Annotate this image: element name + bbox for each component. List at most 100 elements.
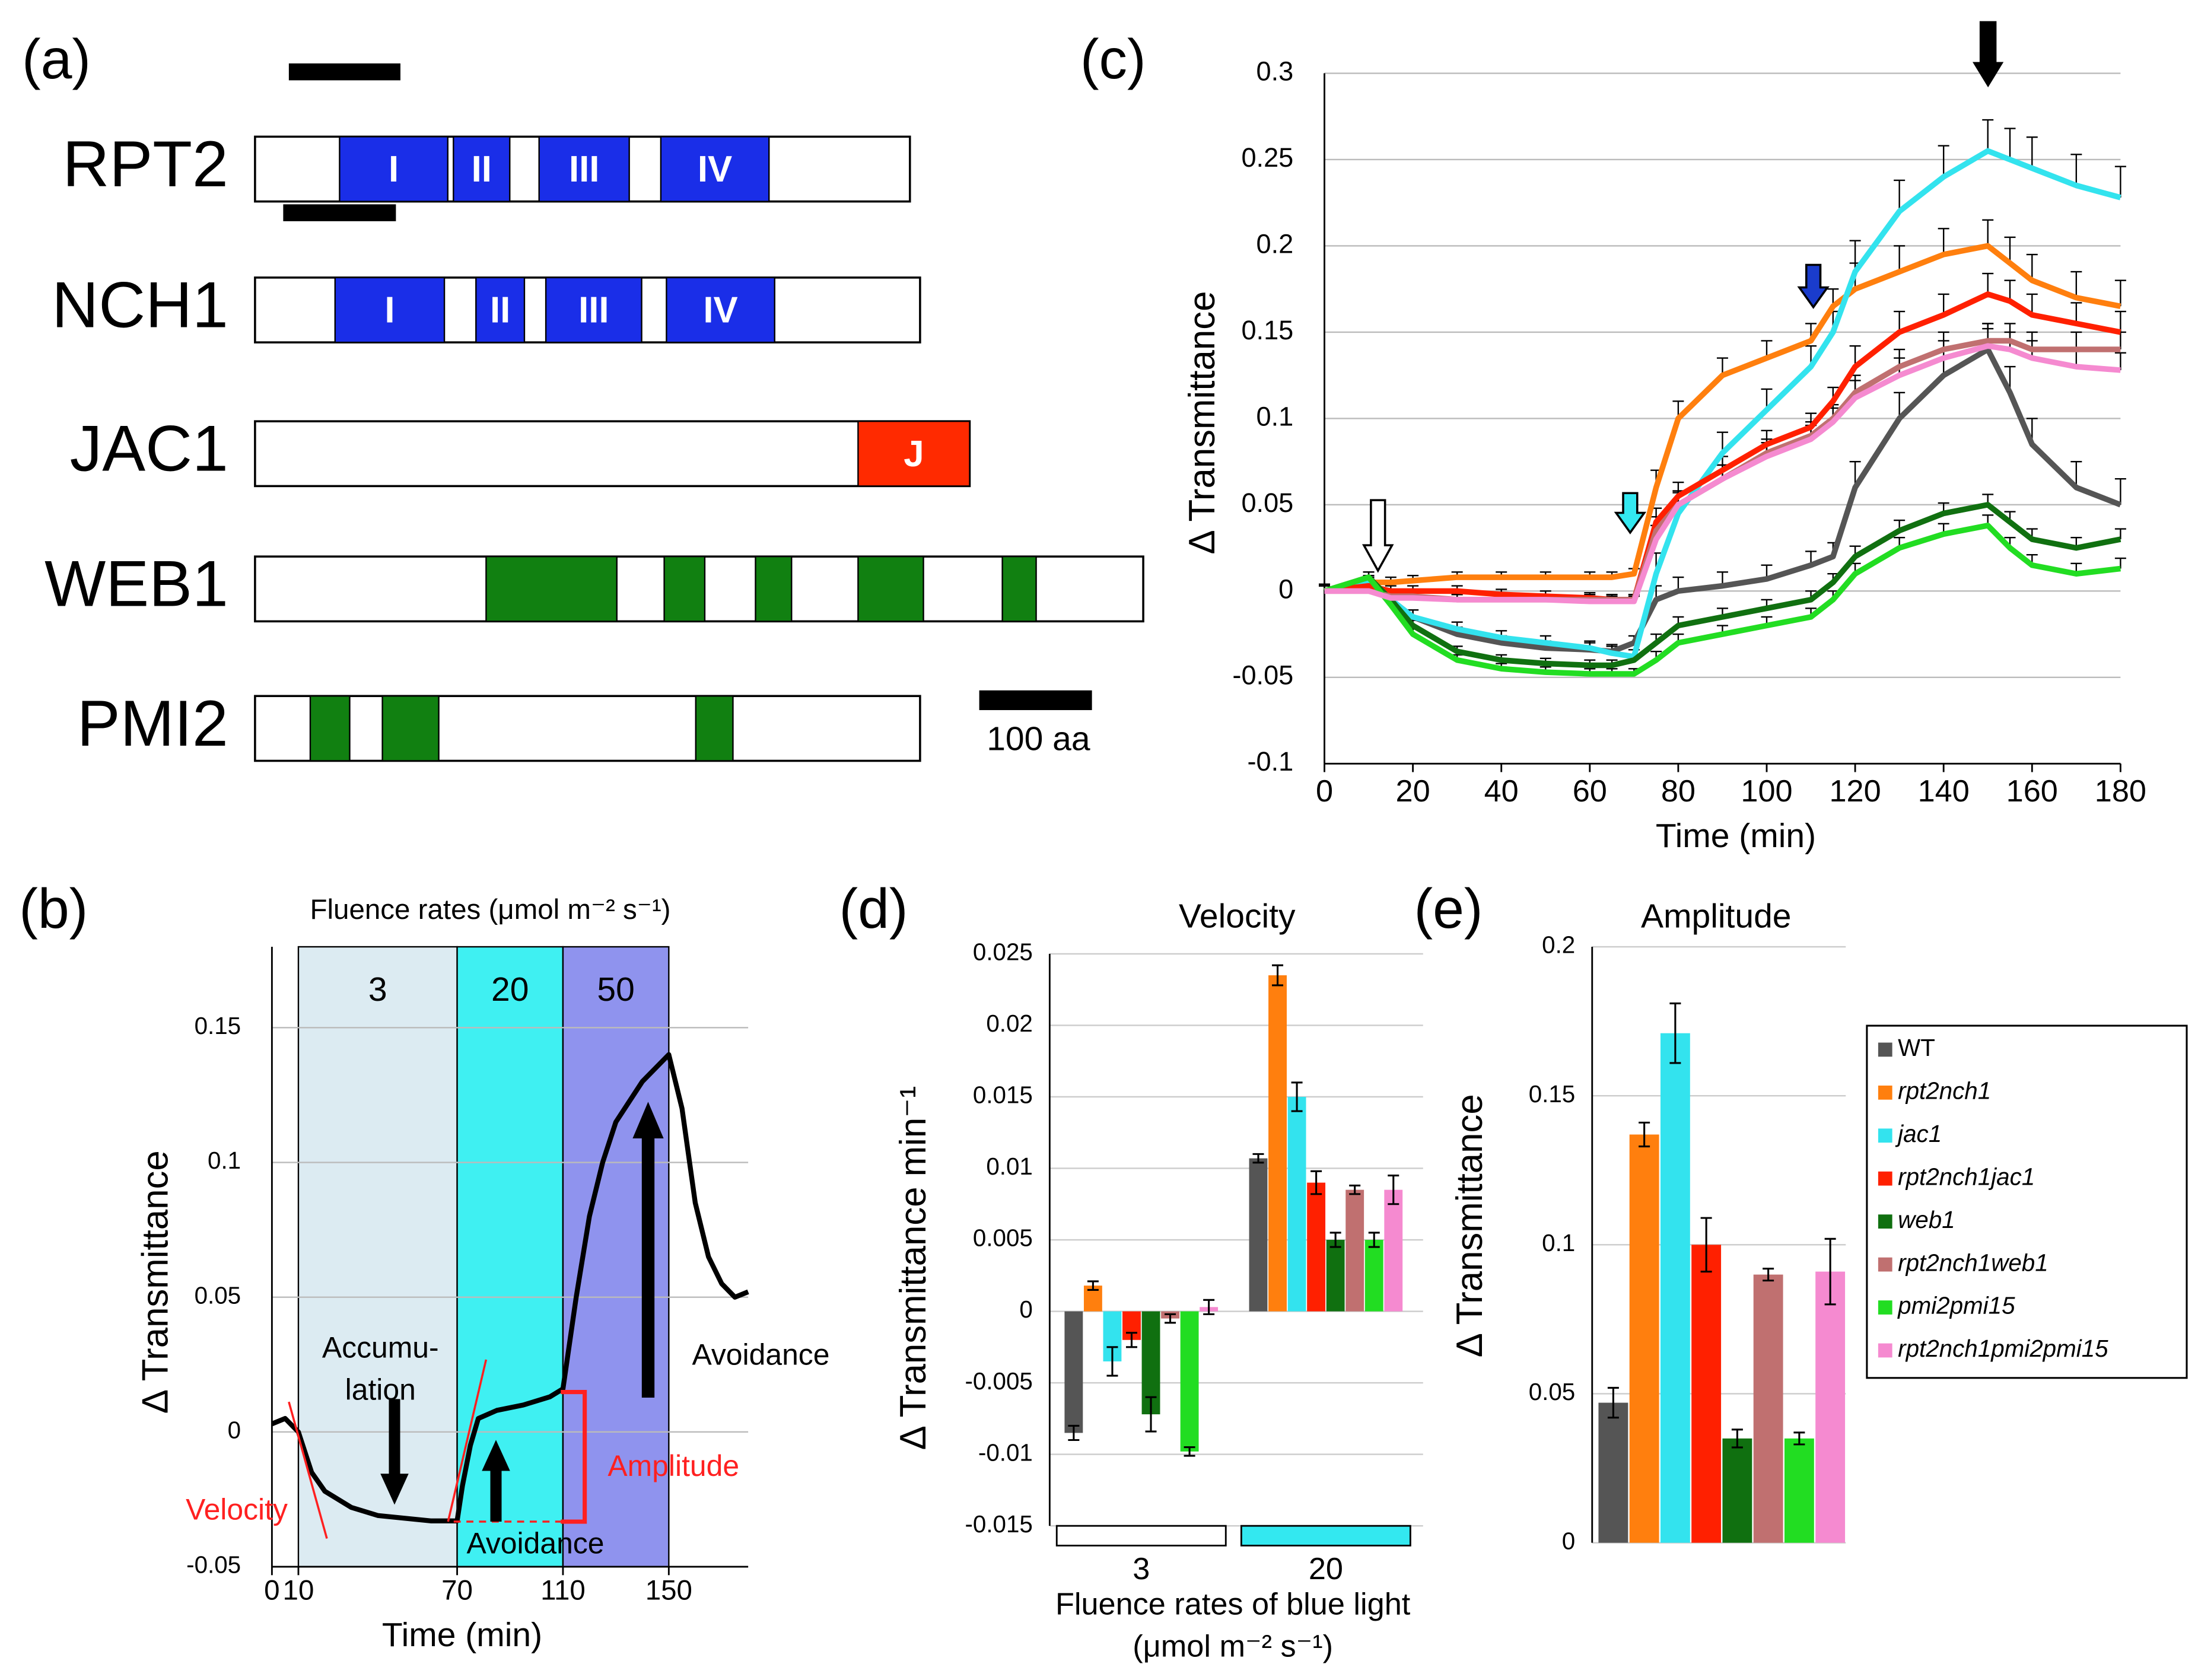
domain — [663, 555, 706, 622]
error-bar — [2026, 136, 2038, 168]
y-tick-label: 0.05 — [1529, 1378, 1576, 1405]
error-bar — [2114, 166, 2126, 198]
error-bar — [2114, 528, 2126, 540]
error-bar — [1087, 1280, 1099, 1291]
error-bar — [1184, 1446, 1195, 1457]
legend-swatch — [1878, 1214, 1892, 1229]
y-tick-label: 0.2 — [1542, 931, 1575, 959]
region — [297, 946, 458, 1568]
error-bar — [2070, 154, 2082, 186]
scale-bar — [979, 690, 1092, 711]
protein-name: PMI2 — [77, 688, 228, 760]
legend-label: web1 — [1898, 1206, 1955, 1233]
x-tick-label: 70 — [441, 1574, 473, 1606]
domain-label: III — [569, 149, 599, 190]
error-bar — [1068, 1424, 1080, 1442]
region-bar — [283, 204, 396, 221]
panel-label: (b) — [19, 877, 88, 940]
x-tick-label: 150 — [645, 1574, 692, 1606]
x-tick-label: 120 — [1829, 774, 1881, 809]
domain-label: I — [389, 149, 399, 190]
region-bar — [288, 63, 400, 81]
legend-label: WT — [1898, 1034, 1935, 1061]
x-tick-label: 0 — [264, 1574, 279, 1606]
y-tick-label: 0.25 — [1241, 142, 1293, 173]
error-bar — [1291, 1081, 1303, 1112]
error-bar — [1106, 1346, 1118, 1377]
protein-name: NCH1 — [52, 269, 228, 341]
bar — [1784, 1438, 1814, 1543]
error-bar — [1669, 1002, 1681, 1064]
y-tick-label: 0.05 — [1241, 488, 1293, 518]
domain — [475, 276, 526, 343]
error-bar — [1165, 1313, 1176, 1324]
error-bar — [1125, 1332, 1137, 1348]
annotation: Amplitude — [607, 1449, 739, 1482]
domain — [485, 555, 618, 622]
domain — [1001, 555, 1037, 622]
domain — [339, 136, 448, 202]
arrow — [1797, 263, 1830, 309]
annotation: Accumu- — [322, 1331, 439, 1364]
legend-label: rpt2nch1web1 — [1898, 1249, 2049, 1276]
y-tick-label: -0.01 — [978, 1439, 1033, 1466]
domain — [381, 695, 440, 762]
region-label: 20 — [491, 971, 529, 1008]
domain — [545, 276, 642, 343]
error-bar — [1310, 1170, 1322, 1195]
x-tick-label: 100 — [1741, 774, 1792, 809]
region-label: 50 — [597, 971, 634, 1008]
error-bar — [1894, 392, 1906, 419]
arrow — [632, 1102, 664, 1398]
error-bar — [1938, 145, 1949, 177]
bar — [1345, 1189, 1364, 1312]
y-tick-label: 0.05 — [195, 1281, 241, 1309]
error-bar — [1329, 1232, 1341, 1248]
bar — [1064, 1311, 1083, 1433]
legend-label: jac1 — [1895, 1120, 1942, 1147]
y-tick-label: 0 — [228, 1417, 241, 1444]
velocity-line — [288, 1359, 488, 1539]
bar — [1660, 1033, 1690, 1543]
y-tick-label: 0.3 — [1257, 56, 1294, 86]
y-tick-label: 0.005 — [973, 1224, 1033, 1252]
error-bar — [1824, 1237, 1836, 1306]
y-tick-label: -0.015 — [965, 1510, 1032, 1538]
protein-name: WEB1 — [44, 548, 228, 621]
x-tick-label: 20 — [1309, 1552, 1343, 1586]
error-bar — [1388, 1175, 1399, 1205]
error-bar — [2114, 310, 2126, 332]
arrow — [1614, 492, 1647, 534]
category-box — [1055, 1525, 1227, 1547]
y-tick-label: 0.02 — [986, 1010, 1033, 1037]
panel-label: (c) — [1080, 28, 1146, 91]
domain — [309, 695, 351, 762]
region-title: Fluence rates (μmol m⁻² s⁻¹) — [310, 894, 670, 925]
error-bar — [1145, 1396, 1157, 1433]
x-tick-label: 3 — [1133, 1552, 1150, 1586]
region-label: 3 — [368, 971, 387, 1008]
arrow — [380, 1399, 409, 1505]
bar — [1307, 1182, 1326, 1312]
protein-name: RPT2 — [62, 128, 228, 201]
error-bar — [1639, 1121, 1650, 1148]
domain-label: IV — [703, 290, 737, 331]
bar — [1326, 1240, 1345, 1312]
error-bar — [1894, 245, 1906, 272]
annotation: lation — [345, 1373, 416, 1407]
y-tick-label: 0.1 — [208, 1147, 241, 1174]
line — [1324, 502, 2121, 669]
bar — [1753, 1274, 1783, 1543]
error-bar — [1938, 228, 1949, 255]
bar — [1598, 1402, 1628, 1543]
bar — [1722, 1438, 1752, 1543]
error-bar — [2004, 279, 2016, 301]
arrow — [1973, 21, 2004, 88]
y-tick-label: 0.025 — [973, 938, 1033, 966]
error-bar — [2026, 253, 2038, 281]
bar — [1268, 975, 1287, 1312]
error-bar — [1368, 1232, 1380, 1248]
legend-label: rpt2nch1jac1 — [1898, 1163, 2035, 1190]
y-tick-label: 0 — [1562, 1527, 1575, 1554]
error-bar — [1894, 310, 1906, 332]
